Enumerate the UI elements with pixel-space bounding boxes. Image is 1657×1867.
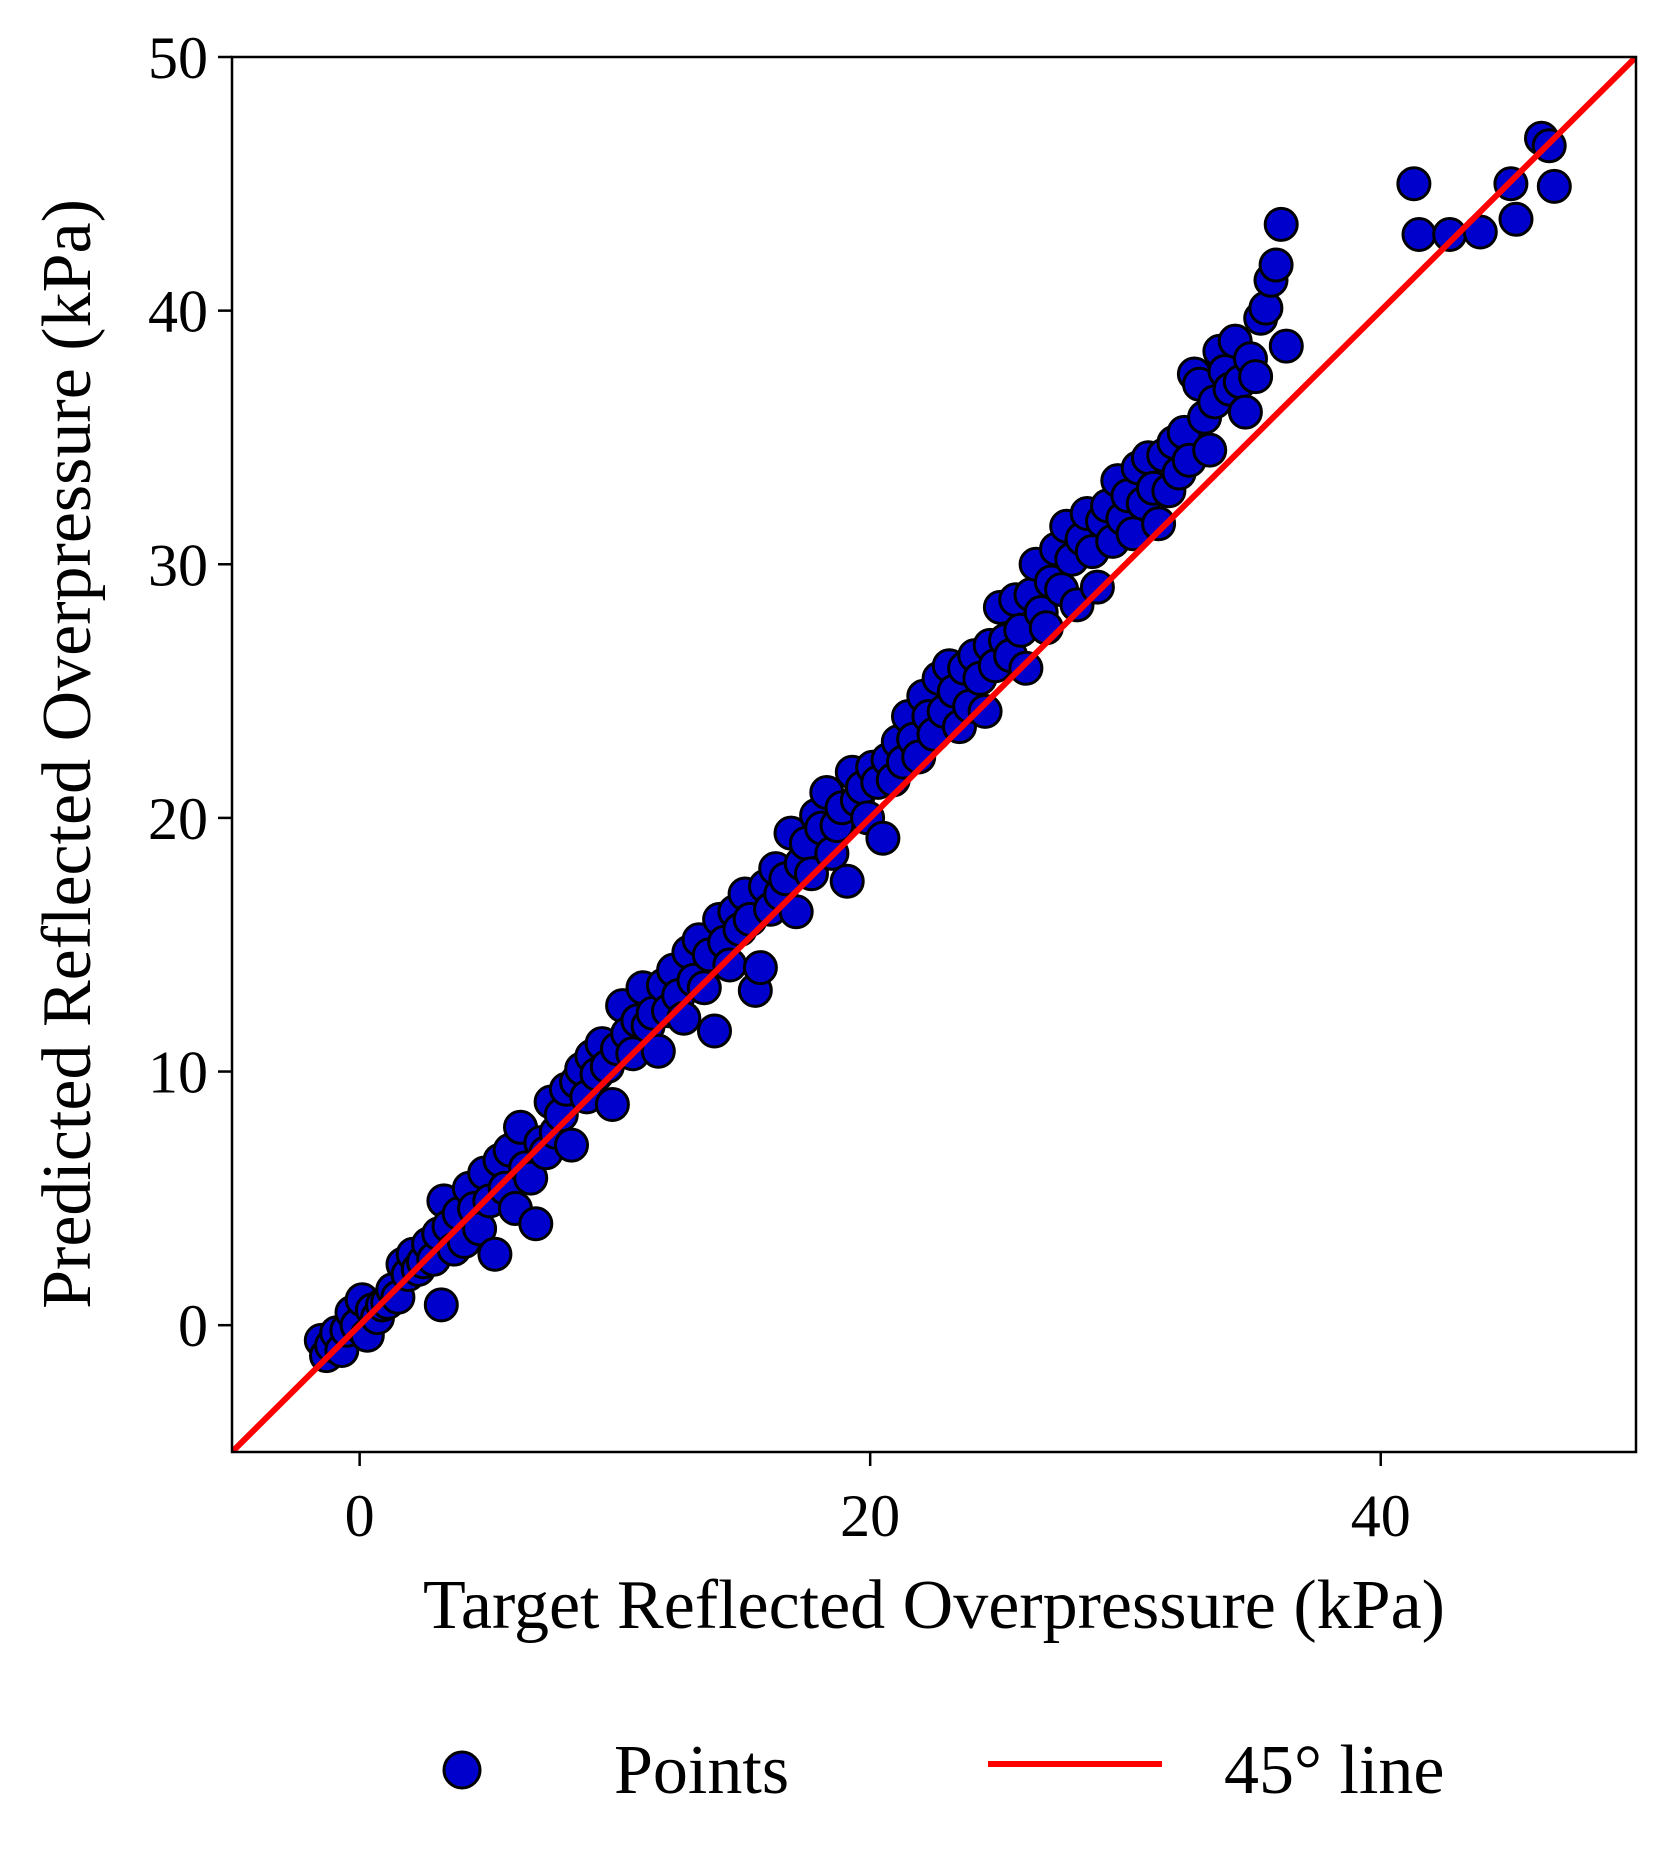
data-point (742, 950, 778, 986)
data-point (513, 1160, 549, 1196)
x-axis-ticks: 0 20 40 (345, 1452, 1411, 1549)
y-tick-label: 20 (148, 786, 208, 852)
legend-points-marker (442, 1750, 482, 1790)
y-axis-ticks: 0 10 20 30 40 50 (148, 25, 232, 1359)
data-point (829, 863, 865, 899)
data-point (1396, 166, 1432, 202)
data-point (1268, 328, 1304, 364)
data-point (1498, 201, 1534, 237)
x-tick-label: 0 (345, 1483, 375, 1549)
x-tick-label: 40 (1351, 1483, 1411, 1549)
data-point (477, 1236, 513, 1272)
data-point (865, 820, 901, 856)
legend-points-label: Points (614, 1732, 789, 1809)
y-tick-label: 10 (148, 1040, 208, 1106)
data-point (554, 1127, 589, 1163)
legend: Points 45° line (442, 1732, 1444, 1809)
x-axis-title: Target Reflected Overpressure (kPa) (423, 1567, 1445, 1644)
data-point (594, 1087, 630, 1122)
y-tick-label: 40 (148, 279, 208, 345)
data-point (1008, 650, 1044, 686)
data-point (423, 1287, 459, 1323)
points-layer (303, 120, 1572, 1374)
y-tick-label: 50 (148, 25, 208, 91)
data-point (1192, 432, 1228, 468)
data-point (1079, 569, 1115, 605)
data-point (1462, 214, 1498, 250)
data-point (640, 1033, 676, 1069)
data-point (697, 1013, 732, 1049)
data-point (1238, 359, 1274, 395)
forty-five-degree-line (232, 57, 1636, 1452)
data-point (686, 970, 722, 1006)
data-point (1401, 217, 1437, 252)
legend-line-label: 45° line (1224, 1732, 1444, 1809)
x-tick-label: 20 (840, 1483, 900, 1549)
data-point (1536, 168, 1572, 204)
y-axis-title: Predicted Reflected Overpressure (kPa) (29, 199, 106, 1309)
data-point (1258, 247, 1294, 283)
plot-frame (230, 55, 1638, 1454)
y-tick-label: 30 (148, 532, 208, 598)
data-point (778, 894, 814, 930)
y-tick-label: 0 (178, 1293, 208, 1359)
data-point (518, 1206, 554, 1242)
data-point (1263, 206, 1299, 242)
data-point (967, 693, 1003, 729)
data-point (1227, 394, 1263, 430)
line-layer (232, 57, 1636, 1452)
data-point (1141, 506, 1177, 542)
